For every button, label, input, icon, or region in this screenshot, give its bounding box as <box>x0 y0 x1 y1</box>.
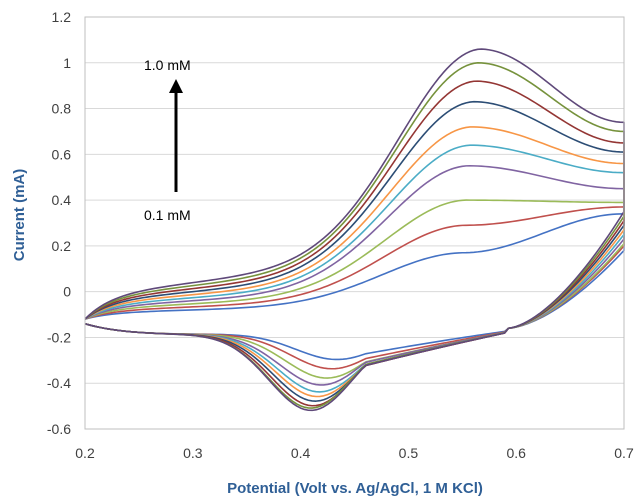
series-curve-9 <box>84 61 625 409</box>
x-axis-title: Potential (Volt vs. Ag/AgCl, 1 M KCl) <box>227 480 483 497</box>
y-tick-label: -0.6 <box>47 421 71 437</box>
x-tick-label: 0.7 <box>614 445 634 461</box>
series-curves <box>84 48 625 412</box>
y-tick-label: 0.2 <box>52 238 72 254</box>
series-curve-7 <box>84 100 625 402</box>
x-tick-label: 0.5 <box>399 445 419 461</box>
series-curve-4 <box>84 164 625 386</box>
y-tick-label: -0.4 <box>47 375 71 391</box>
x-tick-label: 0.4 <box>291 445 311 461</box>
y-tick-label: -0.2 <box>47 329 71 345</box>
series-curve-5 <box>84 144 625 393</box>
y-tick-label: 0.4 <box>52 192 72 208</box>
y-tick-label: 0.6 <box>52 146 72 162</box>
x-tick-label: 0.6 <box>506 445 526 461</box>
x-tick-label: 0.2 <box>75 445 95 461</box>
y-tick-label: 0 <box>63 284 71 300</box>
top-concentration-label: 1.0 mM <box>144 57 191 73</box>
y-tick-label: 0.8 <box>52 101 72 117</box>
y-tick-label: 1 <box>63 55 71 71</box>
plot-frame <box>84 16 625 430</box>
x-tick-labels: 0.2 0.3 0.4 0.5 0.6 0.7 <box>75 445 634 461</box>
bottom-concentration-label: 0.1 mM <box>144 207 191 223</box>
y-tick-label: 1.2 <box>52 9 72 25</box>
y-axis-title: Current (mA) <box>11 169 28 262</box>
series-curve-10 <box>84 48 625 412</box>
arrow-head-icon <box>169 79 183 93</box>
y-tick-labels: -0.6 -0.4 -0.2 0 0.2 0.4 0.6 0.8 1 1.2 <box>47 9 71 437</box>
concentration-arrow <box>169 79 183 192</box>
x-tick-label: 0.3 <box>183 445 203 461</box>
